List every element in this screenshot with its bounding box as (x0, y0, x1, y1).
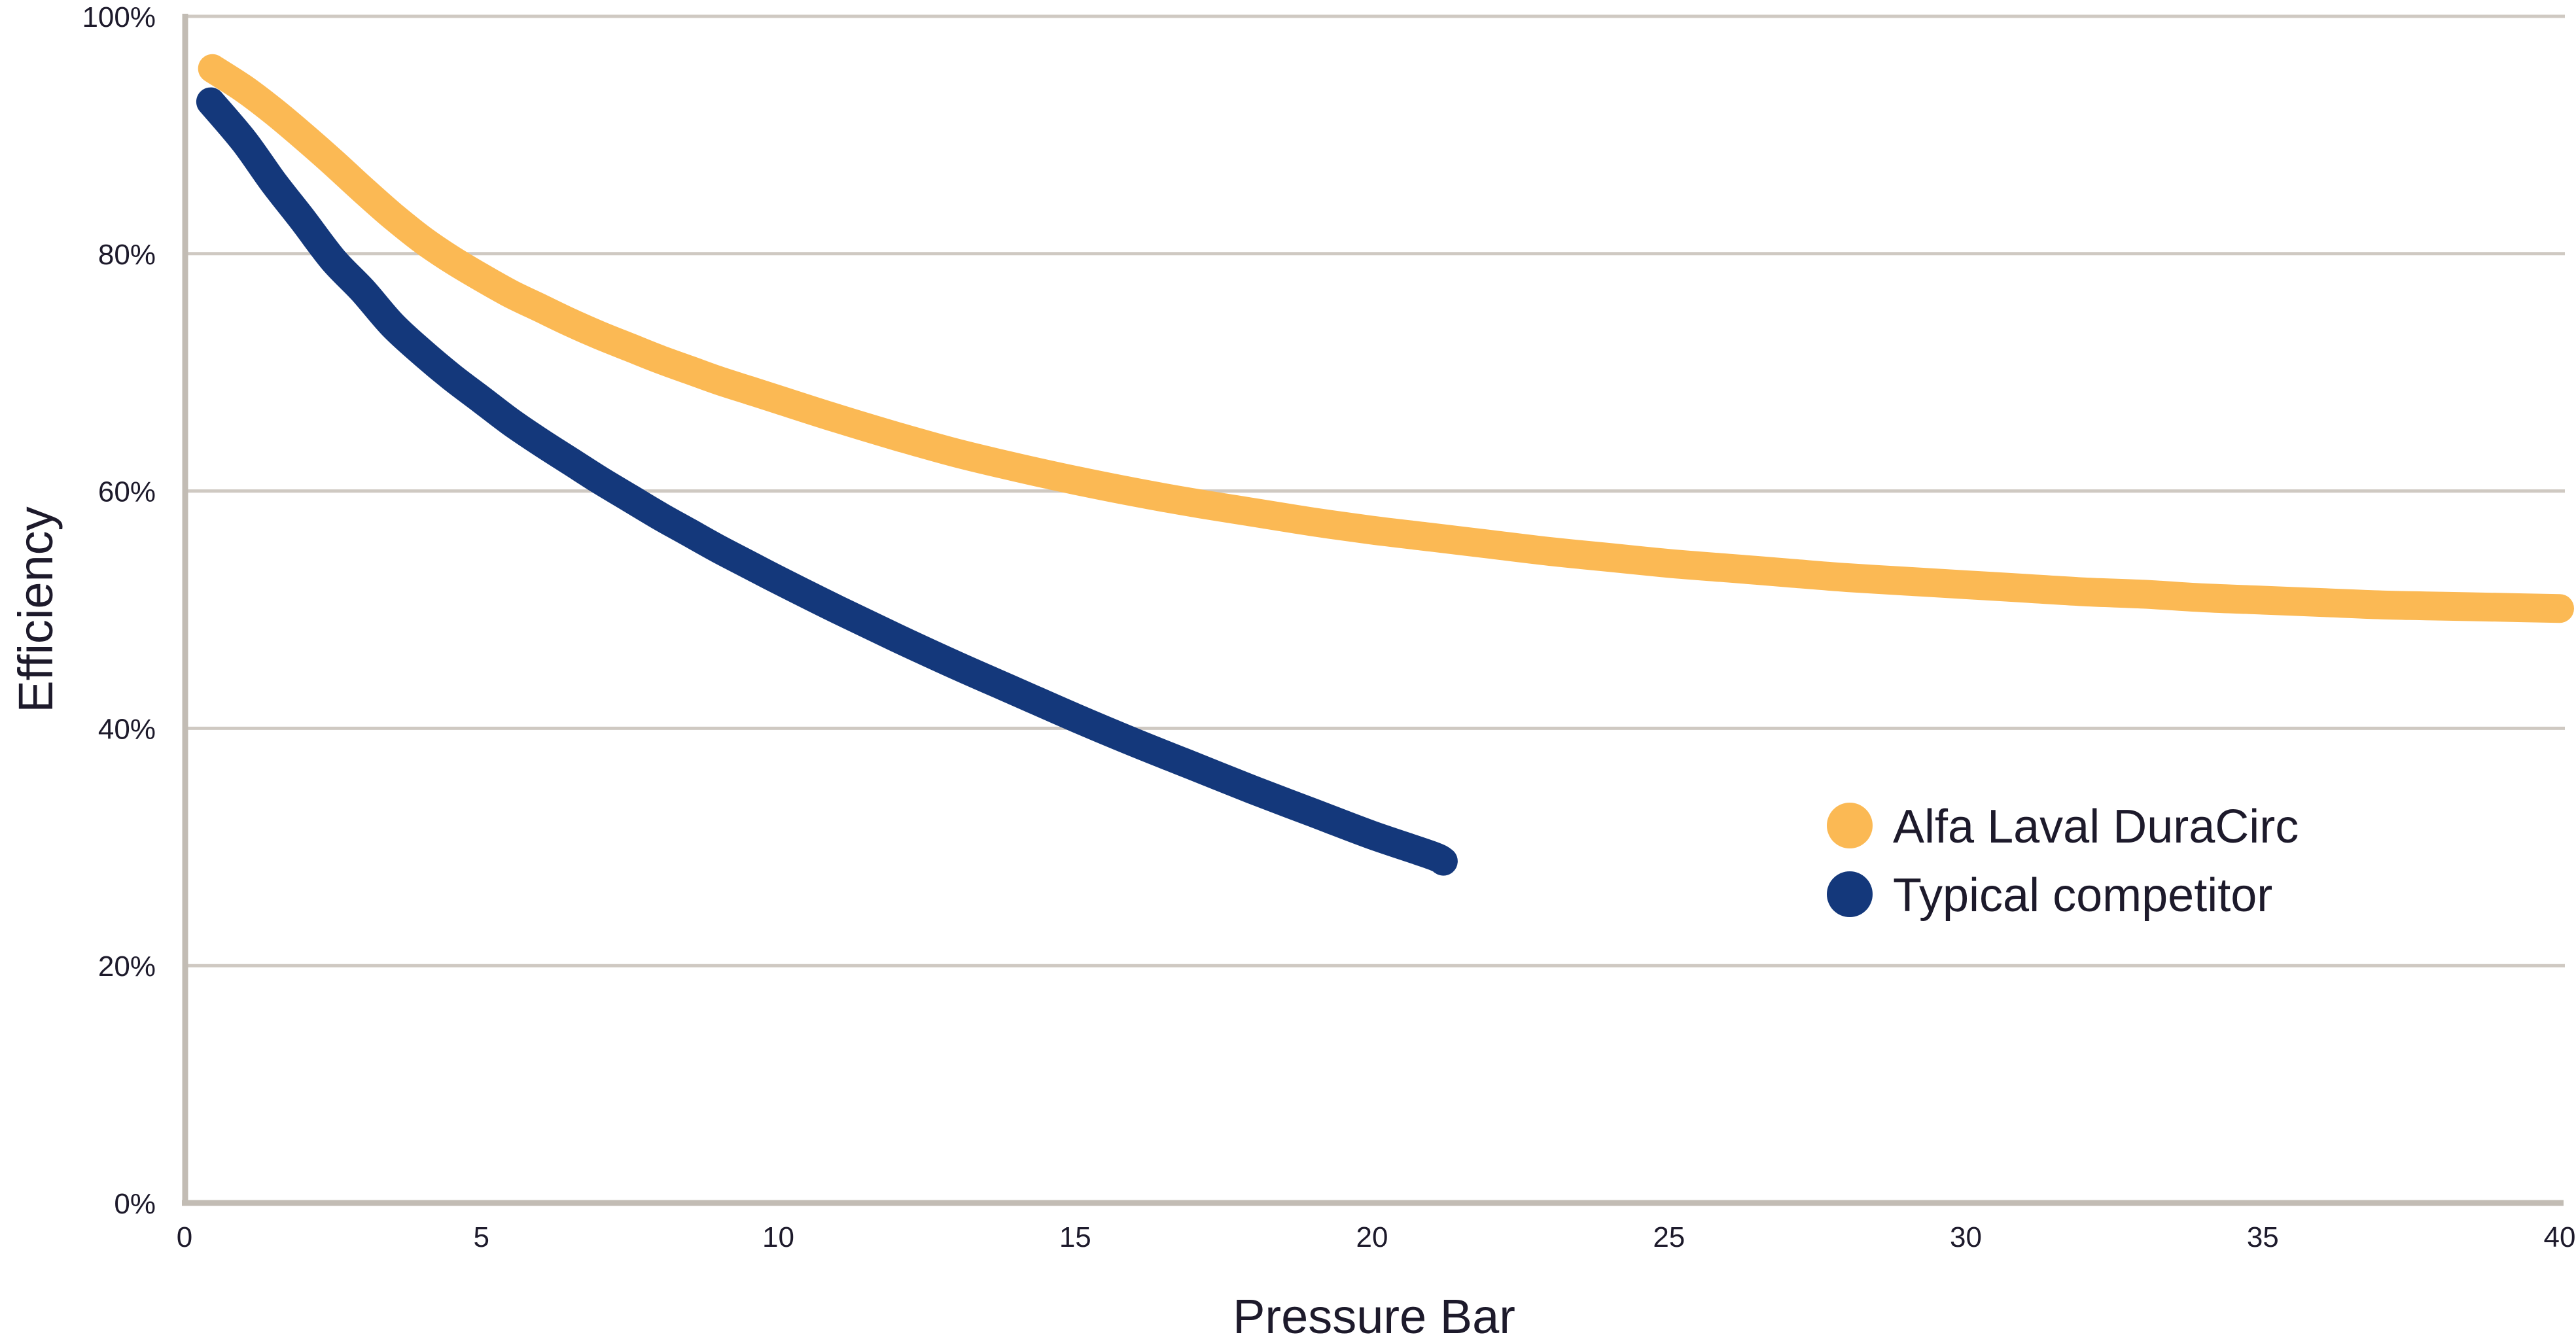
legend-label-competitor: Typical competitor (1893, 869, 2272, 922)
x-tick-label-5: 5 (474, 1221, 489, 1253)
x-tick-label-40: 40 (2544, 1221, 2576, 1253)
x-tick-label-20: 20 (1356, 1221, 1388, 1253)
legend-item-duracirc: Alfa Laval DuraCirc (1827, 801, 2299, 853)
y-tick-label-60: 60% (98, 476, 156, 508)
y-tick-labels: 0% 20% 40% 60% 80% 100% (82, 1, 156, 1220)
x-tick-label-0: 0 (177, 1221, 192, 1253)
x-tick-label-35: 35 (2247, 1221, 2279, 1253)
legend: Alfa Laval DuraCirc Typical competitor (1827, 801, 2299, 922)
y-tick-label-40: 40% (98, 713, 156, 745)
x-tick-label-15: 15 (1059, 1221, 1091, 1253)
legend-marker-competitor-icon (1827, 871, 1873, 917)
y-tick-label-20: 20% (98, 950, 156, 983)
legend-item-competitor: Typical competitor (1827, 869, 2272, 922)
series-lines (196, 54, 2574, 876)
series-line-alfa-laval-duracirc (198, 54, 2574, 623)
y-axis-title: Efficiency (9, 506, 63, 712)
y-tick-label-0: 0% (114, 1188, 156, 1220)
y-tick-label-100: 100% (82, 1, 156, 33)
x-axis-title: Pressure Bar (1233, 1289, 1515, 1341)
x-tick-label-10: 10 (762, 1221, 794, 1253)
legend-marker-duracirc-icon (1827, 803, 1873, 848)
legend-label-duracirc: Alfa Laval DuraCirc (1893, 801, 2299, 853)
series-line-typical-competitor (196, 87, 1458, 876)
y-tick-label-80: 80% (98, 239, 156, 271)
x-tick-label-30: 30 (1950, 1221, 1982, 1253)
x-tick-labels: 0 5 10 15 20 25 30 35 40 (177, 1221, 2576, 1253)
gridlines (185, 14, 2565, 967)
x-tick-label-25: 25 (1653, 1221, 1685, 1253)
